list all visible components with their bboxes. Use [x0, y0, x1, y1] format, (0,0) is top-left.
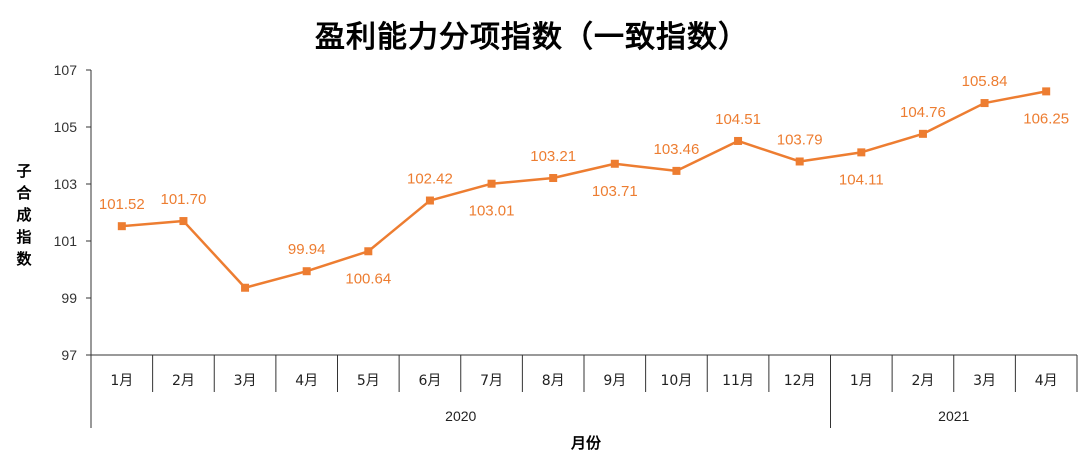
data-label: 103.79: [777, 131, 823, 148]
x-tick-label: 10月: [661, 373, 693, 389]
data-point: [364, 247, 373, 256]
y-tick-label: 101: [54, 233, 78, 249]
data-point: [857, 148, 866, 157]
x-category-axis: 1月 2月 3月 4月 5月 6月 7月 8月 9月 10月 11月 12月 1月 2月 3月 4月 2020 2…: [110, 355, 1078, 428]
y-tick-label: 107: [54, 62, 78, 78]
series-layer: [117, 87, 1051, 292]
data-point: [487, 179, 496, 188]
data-point: [672, 166, 681, 175]
data-label: 104.11: [839, 171, 884, 188]
x-tick-label: 12月: [784, 373, 816, 389]
data-point: [425, 196, 434, 205]
x-tick-label: 4月: [1035, 373, 1058, 389]
data-label: 103.71: [592, 183, 638, 200]
data-label: 103.01: [469, 203, 515, 220]
year-group-label: 2021: [938, 408, 969, 424]
x-tick-label: 7月: [480, 373, 503, 389]
x-tick-label: 1月: [850, 373, 873, 389]
y-tick-label: 97: [61, 347, 77, 363]
x-tick-label: 4月: [295, 373, 318, 389]
data-point: [610, 159, 619, 168]
data-point: [117, 222, 126, 231]
data-label: 104.51: [715, 111, 761, 128]
x-tick-label: 2月: [172, 373, 195, 389]
data-label: 103.46: [653, 141, 699, 158]
data-label: 106.25: [1023, 110, 1069, 127]
data-label-layer: 101.52 101.70 99.94 100.64 102.42 103.01 103.2…: [99, 73, 1069, 287]
data-point: [549, 174, 558, 183]
x-tick-label: 3月: [234, 373, 257, 389]
data-point: [302, 267, 311, 276]
series-line: [121, 90, 1047, 289]
x-tick-label: 11月: [722, 373, 754, 389]
x-tick-label: 8月: [542, 373, 565, 389]
x-axis-title: 月份: [570, 434, 602, 452]
data-label: 101.52: [99, 196, 145, 213]
data-label: 100.64: [345, 270, 391, 287]
data-point: [1042, 87, 1051, 96]
x-tick-label: 5月: [357, 373, 380, 389]
data-point: [734, 136, 743, 145]
data-label: 102.42: [407, 171, 453, 188]
data-label: 103.21: [530, 148, 576, 165]
y-tick-label: 103: [54, 176, 78, 192]
y-tick-labels: 97 99 101 103 105 107: [54, 62, 91, 363]
y-axis-title: 子合成指数: [15, 162, 32, 268]
data-point: [918, 129, 927, 138]
data-point: [980, 99, 989, 108]
data-point: [241, 283, 250, 292]
x-tick-label: 2月: [911, 373, 934, 389]
data-point: [795, 157, 804, 166]
year-group-label: 2020: [445, 408, 476, 424]
x-tick-label: 6月: [418, 373, 441, 389]
x-tick-label: 9月: [603, 373, 626, 389]
data-point: [179, 217, 188, 226]
data-label: 99.94: [288, 241, 326, 258]
data-label: 101.70: [160, 191, 206, 208]
y-tick-label: 99: [61, 290, 77, 306]
data-label: 104.76: [900, 104, 946, 121]
y-tick-label: 105: [54, 119, 78, 135]
chart-title: 盈利能力分项指数（一致指数）: [315, 20, 749, 55]
x-tick-label: 1月: [110, 373, 133, 389]
data-label: 105.84: [962, 73, 1008, 90]
x-tick-label: 3月: [973, 373, 996, 389]
